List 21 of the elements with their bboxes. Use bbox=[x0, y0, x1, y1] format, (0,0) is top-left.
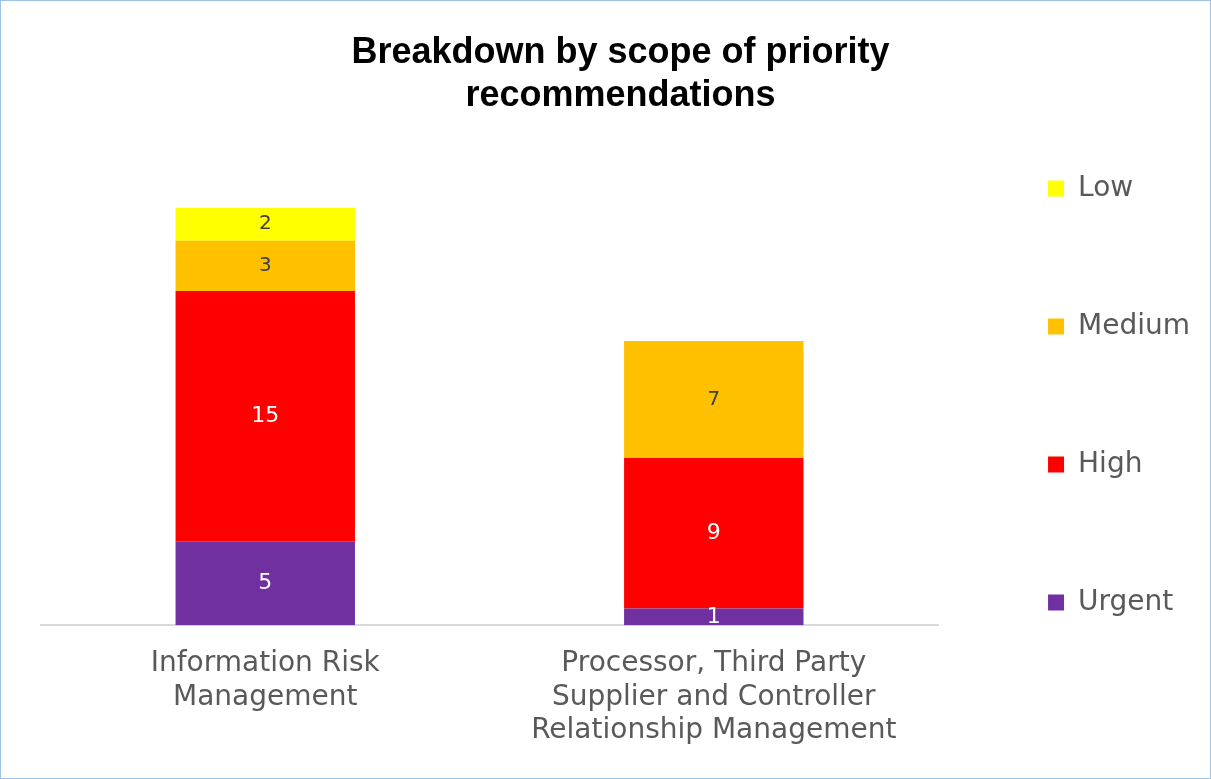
bar bbox=[624, 458, 804, 609]
legend-label: Low bbox=[1078, 169, 1134, 203]
data-label: 3 bbox=[258, 252, 272, 277]
data-label: 15 bbox=[251, 402, 280, 428]
bar bbox=[175, 290, 355, 542]
data-label: 7 bbox=[707, 385, 721, 410]
x-tick-label: Processor, Third Party Supplier and Controller Relationship Management bbox=[531, 645, 897, 746]
data-label: 9 bbox=[706, 519, 721, 544]
data-label: 5 bbox=[258, 569, 273, 595]
bar bbox=[175, 207, 355, 241]
bar bbox=[175, 240, 355, 291]
bar bbox=[624, 608, 804, 626]
x-tick-label: Information Risk Management bbox=[150, 645, 381, 712]
bar bbox=[624, 341, 804, 459]
legend-label: High bbox=[1078, 445, 1143, 479]
bar bbox=[175, 541, 355, 626]
data-label: 1 bbox=[706, 602, 721, 628]
chart-title: Breakdown by scope of priority recommendations bbox=[351, 29, 890, 114]
data-label: 2 bbox=[258, 210, 272, 235]
legend-label: Urgent bbox=[1078, 583, 1174, 617]
legend-label: Medium bbox=[1078, 307, 1191, 341]
